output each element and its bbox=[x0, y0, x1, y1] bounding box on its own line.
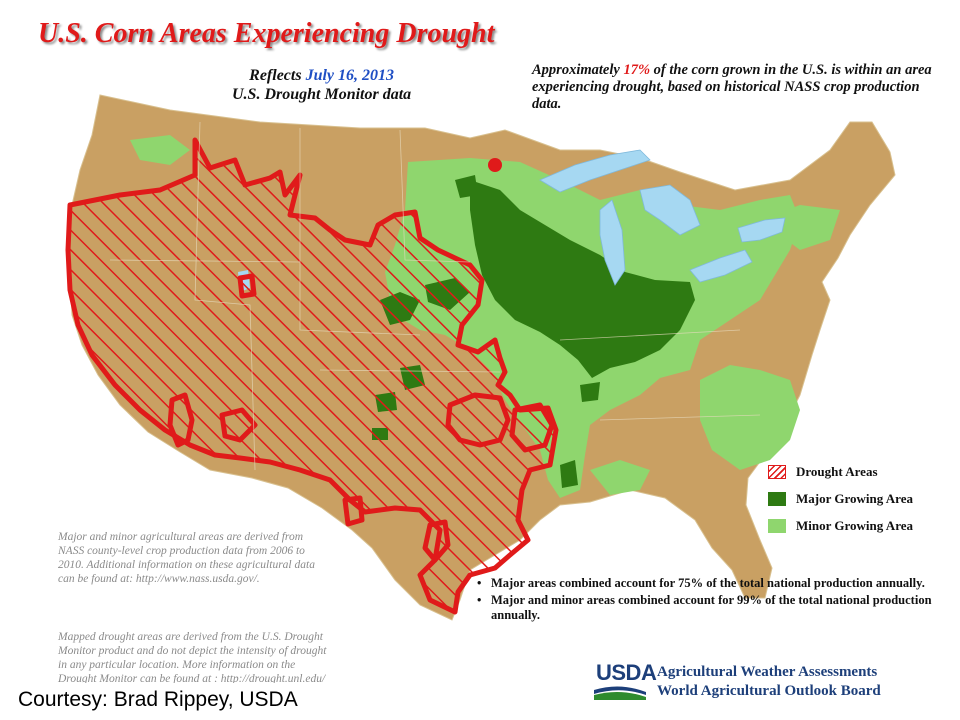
usda-logo-swoosh-icon bbox=[594, 686, 646, 700]
major-swatch bbox=[768, 491, 786, 506]
legend-item-drought: Drought Areas bbox=[768, 458, 913, 485]
production-bullets: • Major areas combined account for 75% of… bbox=[477, 576, 960, 625]
great-lakes bbox=[539, 149, 786, 286]
drought-spot-mn bbox=[488, 158, 502, 172]
reflects-note: Reflects July 16, 2013 U.S. Drought Moni… bbox=[232, 66, 411, 104]
drought-swatch bbox=[768, 464, 786, 479]
usda-logo-text: USDA bbox=[596, 660, 657, 685]
agency-line2: World Agricultural Outlook Board bbox=[657, 683, 881, 699]
summary-before: Approximately bbox=[532, 62, 620, 78]
legend-item-major: Major Growing Area bbox=[768, 485, 913, 512]
legend-item-minor: Minor Growing Area bbox=[768, 512, 913, 539]
reflects-prefix: Reflects bbox=[249, 67, 302, 84]
agency-line1: Agricultural Weather Assessments bbox=[657, 664, 878, 680]
agency-name: Agricultural Weather Assessments World A… bbox=[657, 663, 881, 701]
bullet-item: • Major areas combined account for 75% of… bbox=[477, 576, 925, 590]
state-boundaries bbox=[109, 121, 761, 471]
map-legend: Drought Areas Major Growing Area Minor G… bbox=[768, 458, 913, 539]
major-growing-area bbox=[470, 180, 695, 378]
courtesy-credit: Courtesy: Brad Rippey, USDA bbox=[0, 683, 340, 717]
legend-label: Major Growing Area bbox=[796, 490, 913, 506]
legend-label: Drought Areas bbox=[796, 463, 878, 479]
legend-label: Minor Growing Area bbox=[796, 517, 913, 533]
reflects-date: July 16, 2013 bbox=[305, 67, 395, 84]
summary-statement: Approximately 17% of the corn grown in t… bbox=[532, 62, 932, 113]
summary-percent: 17% bbox=[623, 62, 651, 78]
summary-after: of the corn grown in the U.S. is within … bbox=[532, 62, 932, 112]
drought-source-note: Mapped drought areas are derived from th… bbox=[58, 631, 327, 685]
drought-area bbox=[65, 137, 559, 615]
reflects-line2: U.S. Drought Monitor data bbox=[232, 86, 412, 103]
minor-swatch bbox=[768, 518, 786, 533]
data-source-note: Major and minor agricultural areas are d… bbox=[58, 531, 315, 585]
map-title: U.S. Corn Areas Experiencing Drought bbox=[38, 18, 495, 49]
bullet-item: • Major and minor areas combined account … bbox=[477, 593, 932, 622]
